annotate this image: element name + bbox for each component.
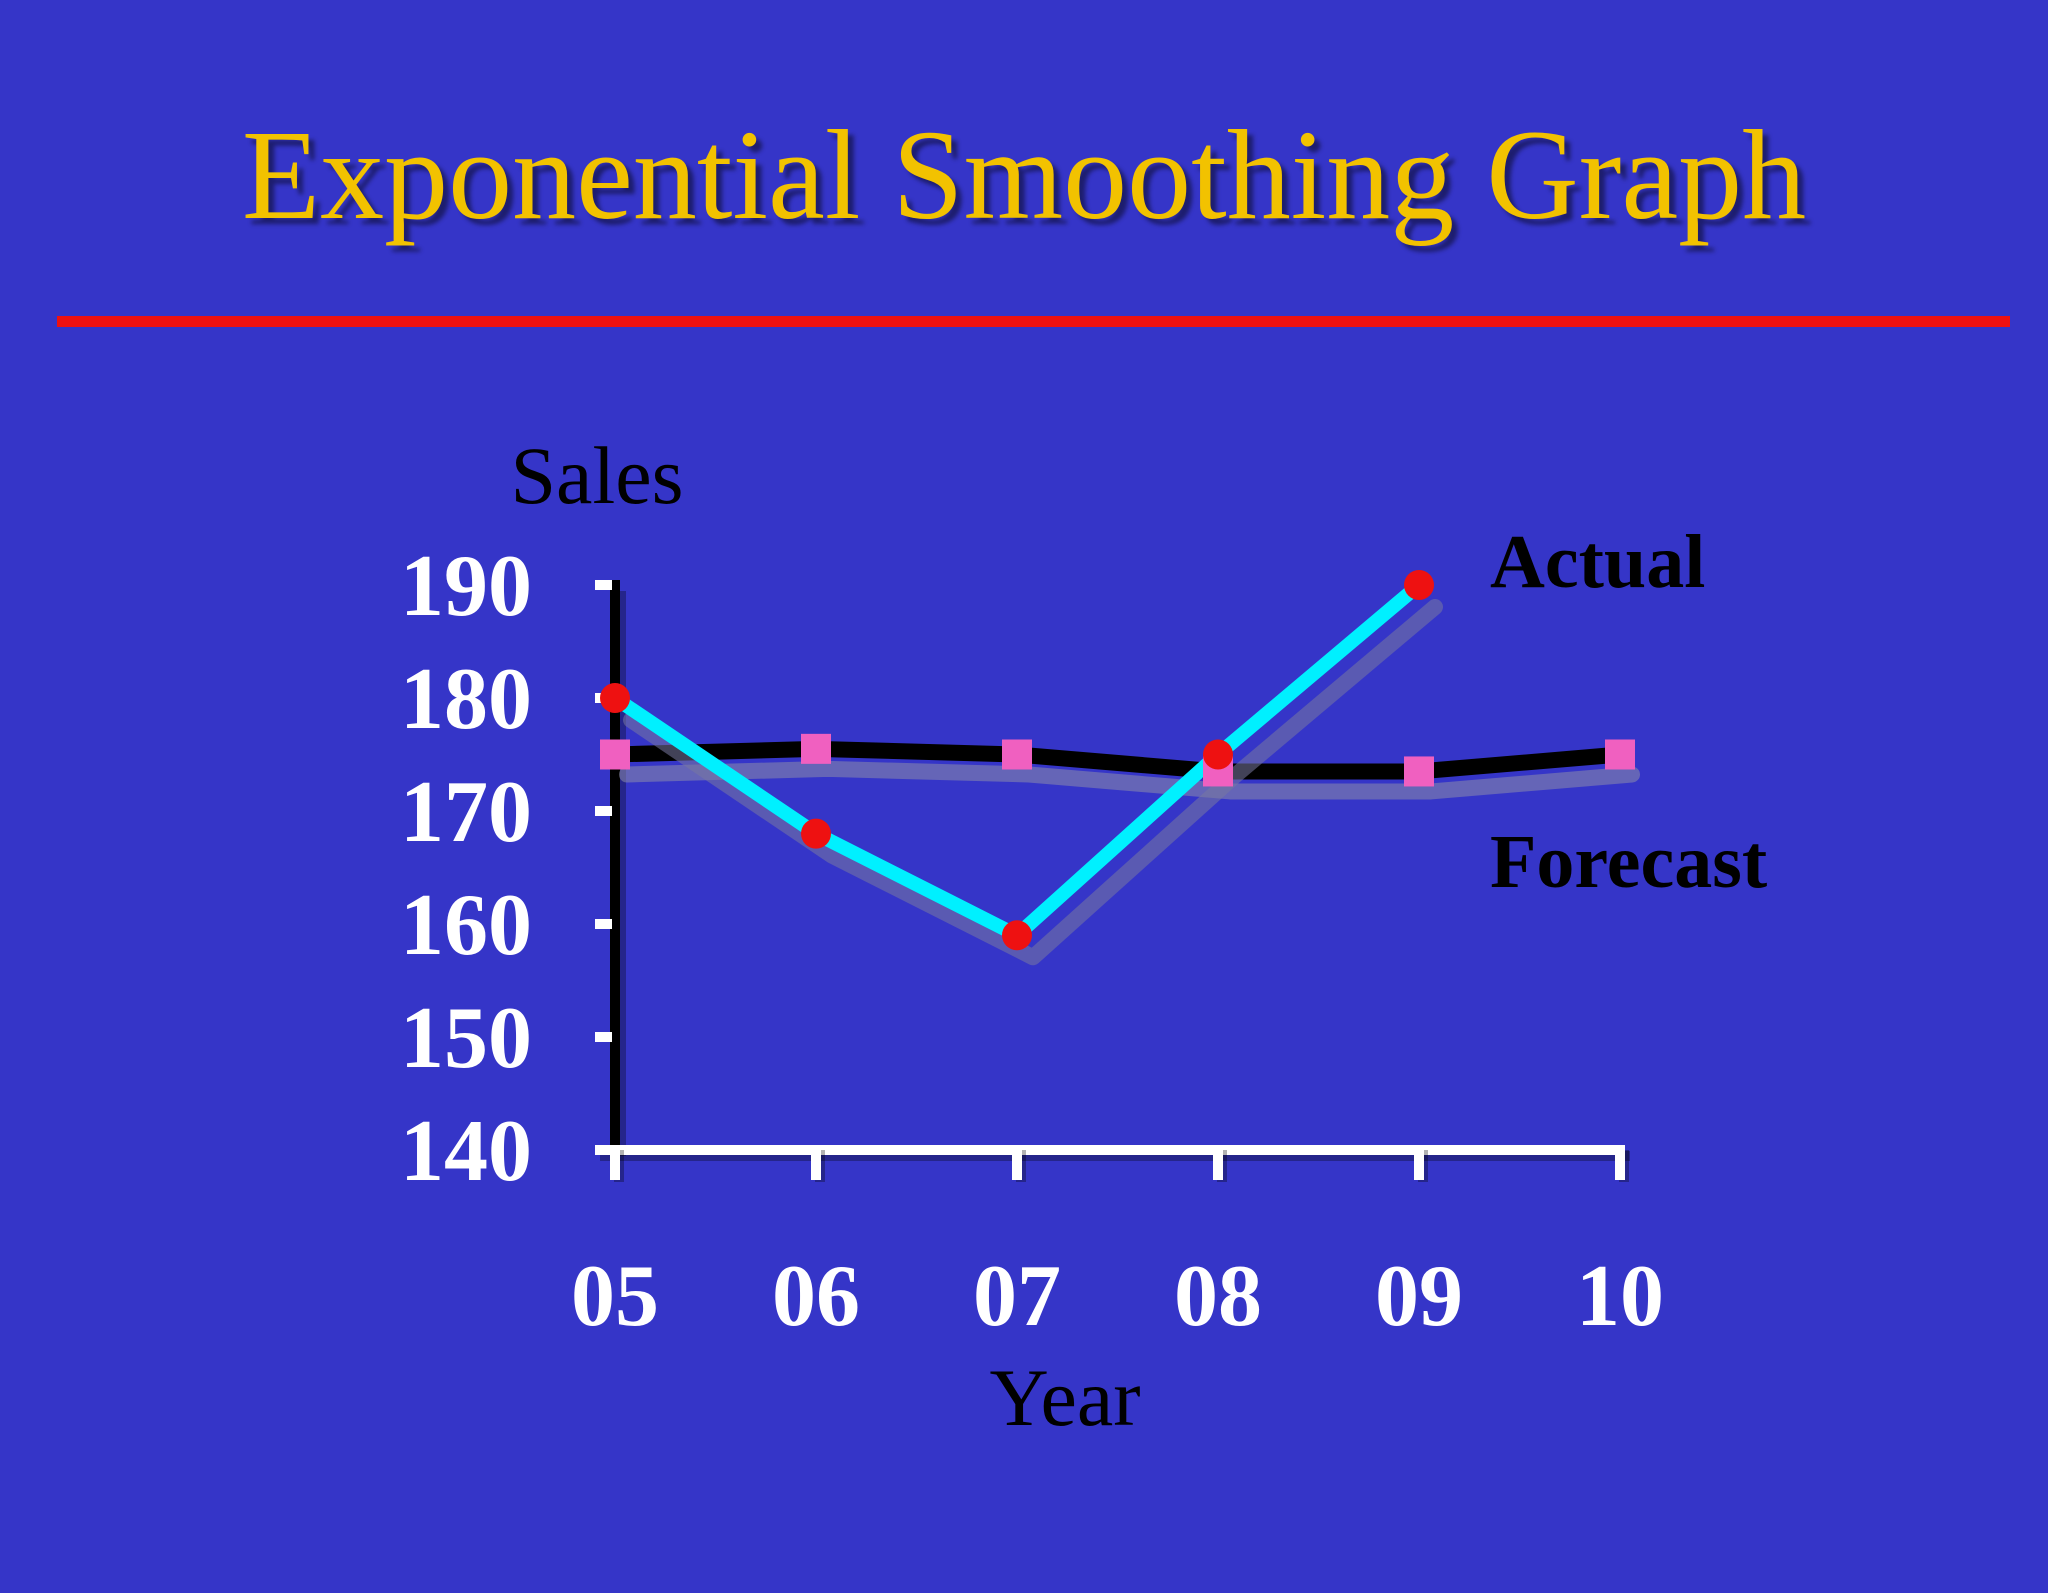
x-tick-label: 06 <box>772 1248 860 1345</box>
x-tick-label: 10 <box>1576 1248 1664 1345</box>
actual-point <box>801 818 831 849</box>
tick-labels: 190 180 170 160 150 140 05 06 07 08 09 10 <box>400 538 1664 1345</box>
actual-line-shadow <box>623 599 1443 966</box>
actual-point <box>1203 739 1233 770</box>
series-label-forecast: Forecast <box>1490 820 1767 904</box>
y-axis-title: Sales <box>510 430 683 521</box>
forecast-point <box>1605 739 1635 770</box>
forecast-point <box>600 739 630 770</box>
x-tick-label: 05 <box>571 1248 659 1345</box>
forecast-line-shadow <box>619 760 1640 800</box>
x-tick-label: 08 <box>1174 1248 1262 1345</box>
y-tick-label: 170 <box>400 764 532 861</box>
actual-point <box>1002 920 1032 951</box>
series-label-actual: Actual <box>1490 520 1705 604</box>
forecast-point <box>801 733 831 764</box>
actual-point <box>600 683 630 713</box>
x-axis-title: Year <box>989 1352 1140 1443</box>
y-tick-label: 150 <box>400 990 532 1087</box>
slide-title: Exponential Smoothing Graph <box>241 104 1807 246</box>
forecast-line <box>614 740 1621 780</box>
x-tick-label: 09 <box>1375 1248 1463 1345</box>
series <box>600 570 1640 966</box>
y-tick-label: 140 <box>400 1103 532 1200</box>
title-divider <box>57 316 2010 327</box>
y-tick-label: 180 <box>400 651 532 748</box>
axes <box>595 580 1630 1182</box>
actual-point <box>1404 570 1434 600</box>
forecast-point <box>1404 756 1434 787</box>
y-tick-label: 160 <box>400 877 532 974</box>
forecast-point <box>1002 739 1032 770</box>
x-tick-label: 07 <box>973 1248 1061 1345</box>
y-tick-label: 190 <box>400 538 532 635</box>
